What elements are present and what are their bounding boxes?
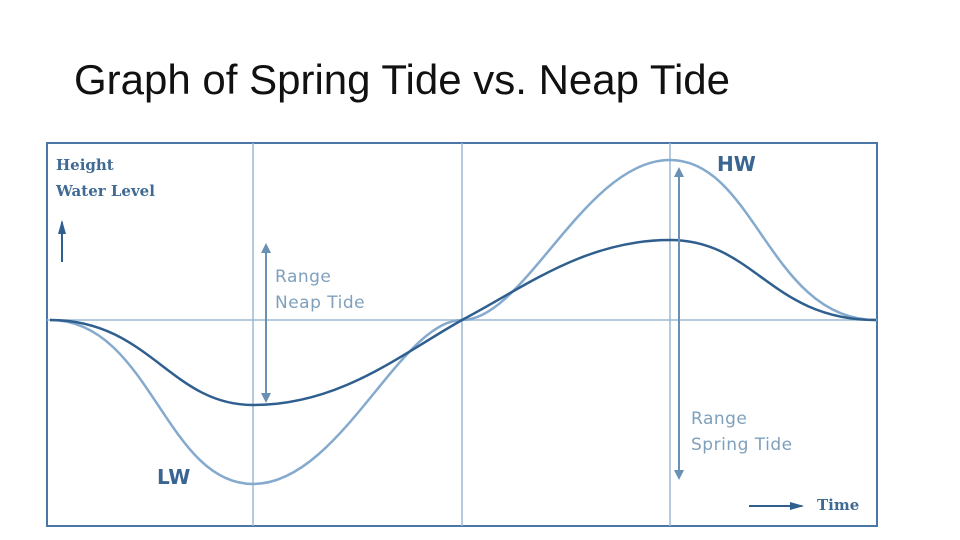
slide-title: Graph of Spring Tide vs. Neap Tide — [74, 56, 731, 103]
axis-label-height: Height — [56, 156, 114, 174]
low-water-label: LW — [157, 465, 190, 489]
time-label: Time — [817, 496, 859, 514]
neap-range-label-line2: Neap Tide — [275, 293, 365, 313]
axis-label-water-level: Water Level — [55, 182, 155, 200]
spring-range-label-line1: Range — [691, 409, 747, 429]
high-water-label: HW — [717, 152, 756, 176]
spring-range-label-line2: Spring Tide — [691, 435, 793, 455]
neap-tide-curve — [49, 238, 877, 407]
neap-range-label-line1: Range — [275, 267, 331, 287]
